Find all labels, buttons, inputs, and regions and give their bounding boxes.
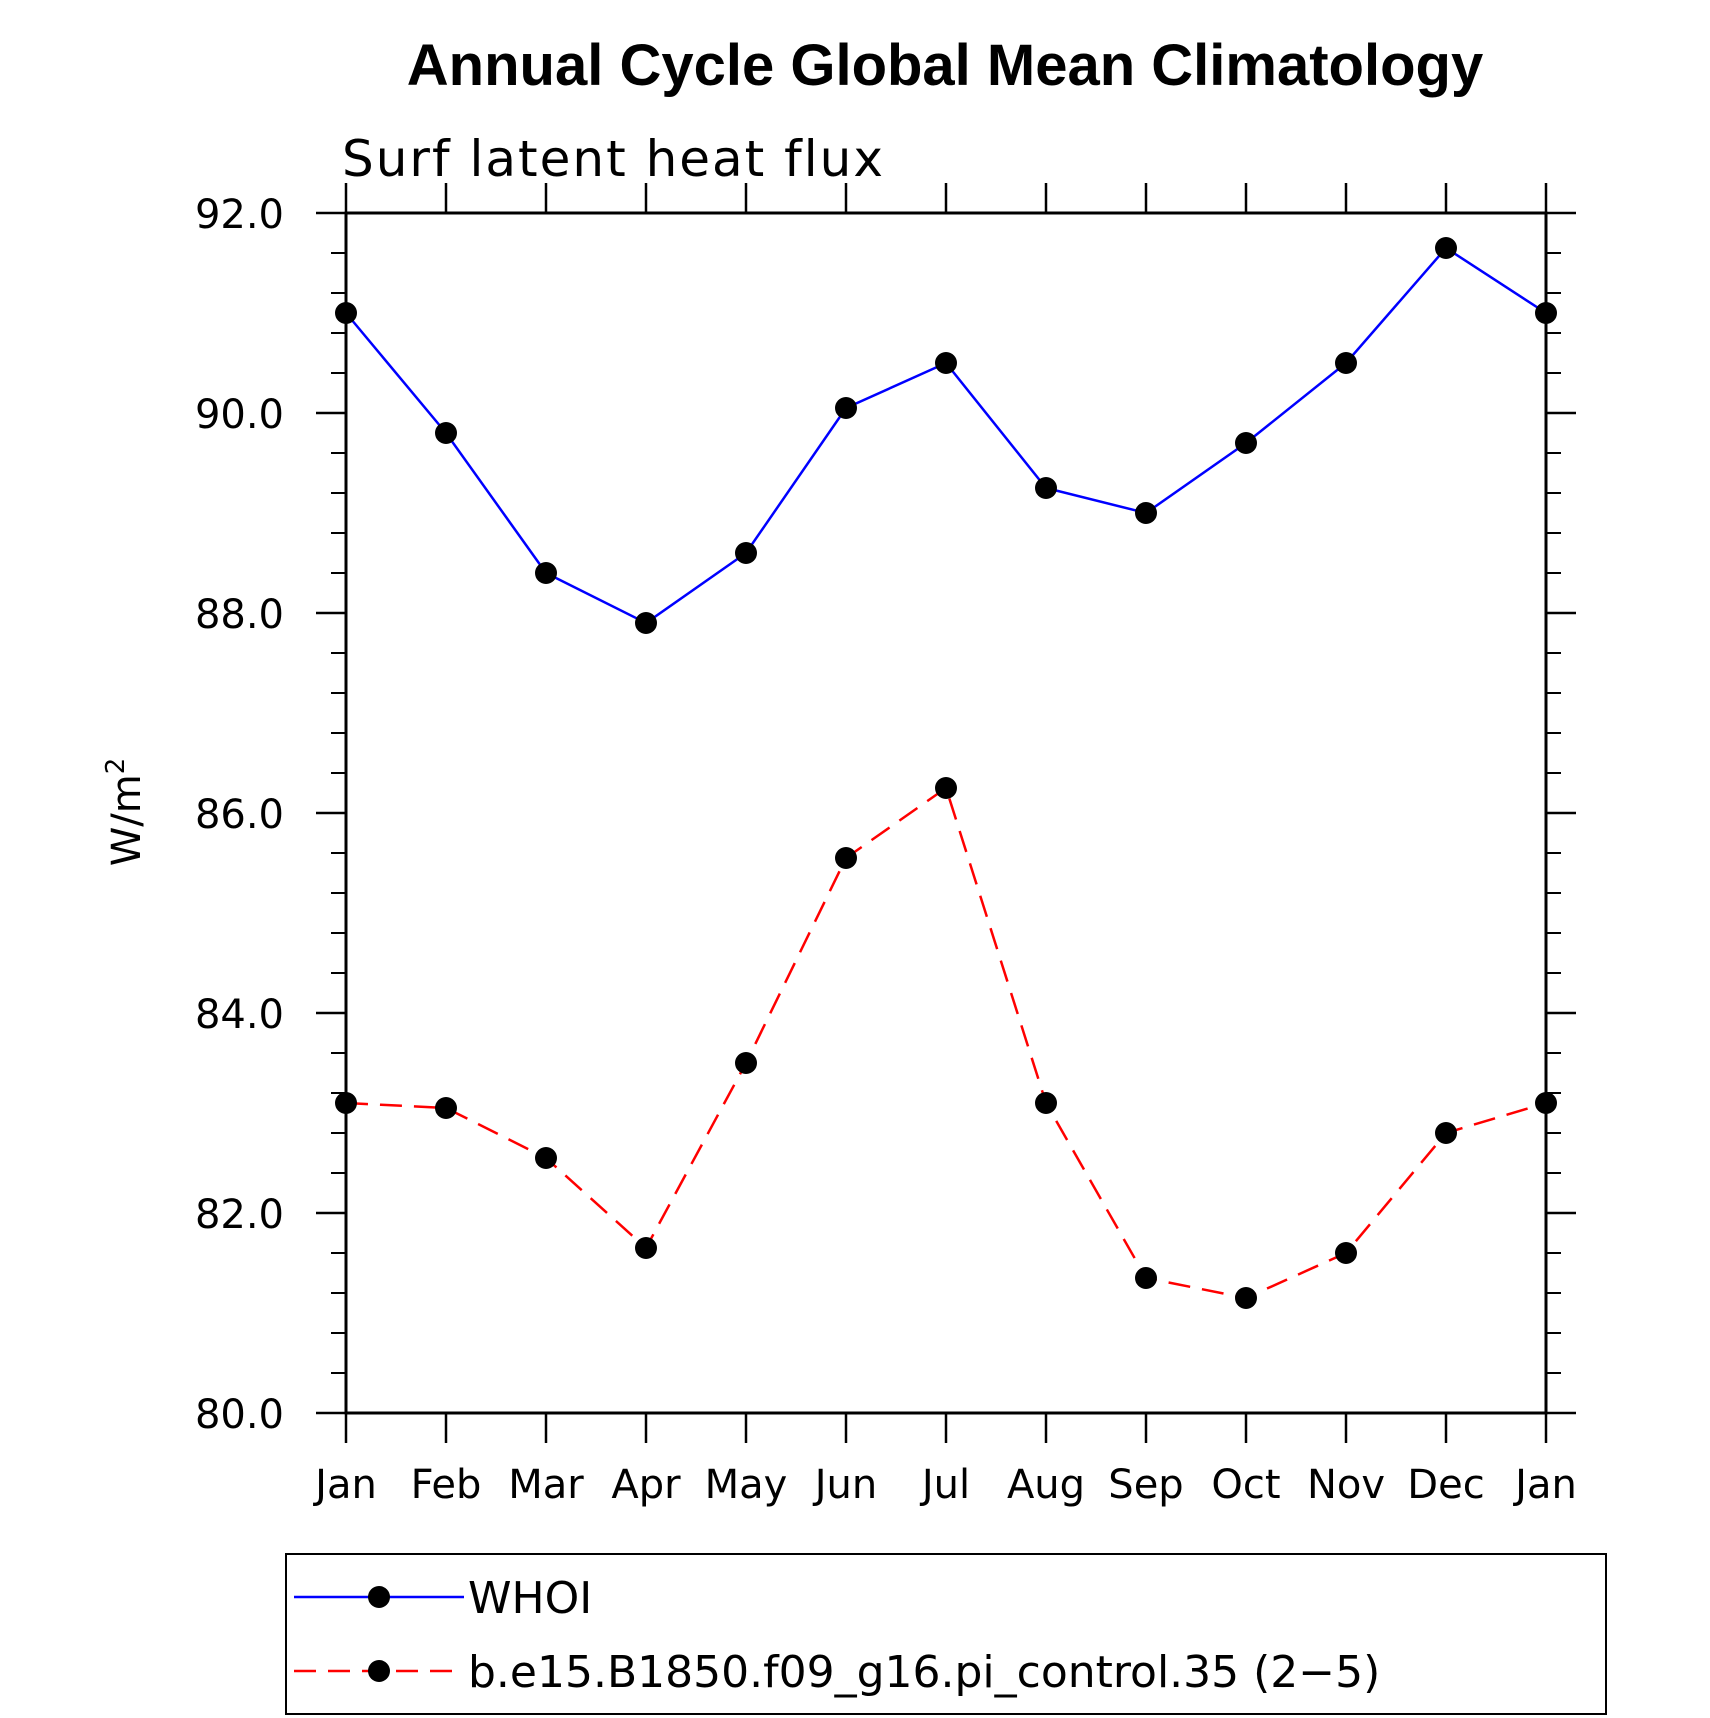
y-tick-labels: 80.0 82.0 84.0 86.0 88.0 90.0 92.0: [195, 192, 284, 1438]
x-tick-labels: Jan Feb Mar Apr May Jun Jul Aug Sep Oct Nov Dec Jan: [312, 1462, 1577, 1508]
y-tick-label: 86.0: [195, 792, 284, 838]
y-tick-label: 92.0: [195, 192, 284, 238]
data-point-1: [1135, 1267, 1157, 1289]
data-point-1: [1235, 1287, 1257, 1309]
series-layer: [335, 237, 1557, 1309]
legend-box: [285, 1553, 1607, 1715]
plot-frame: [344, 211, 1548, 1415]
legend: WHOI b.e15.B1850.f09_g16.pi_control.35 (…: [285, 1553, 1607, 1715]
y-axis-label: W/m2: [101, 758, 150, 867]
data-point-1: [1335, 1242, 1357, 1264]
series-line-0: [345, 246, 1547, 625]
y-tick-label: 80.0: [195, 1392, 284, 1438]
x-tick-label: May: [705, 1462, 788, 1508]
data-point-0: [535, 562, 557, 584]
data-point-1: [735, 1052, 757, 1074]
y-tick-label: 82.0: [195, 1192, 284, 1238]
data-point-0: [935, 352, 957, 374]
x-tick-label: Jan: [312, 1462, 377, 1508]
legend-marker-model: [368, 1660, 390, 1682]
data-point-1: [1035, 1092, 1057, 1114]
x-tick-label: Apr: [611, 1462, 681, 1508]
series-line-1: [345, 786, 1547, 1300]
y-tick-label: 90.0: [195, 392, 284, 438]
x-tick-label: Jun: [812, 1462, 878, 1508]
data-point-0: [1335, 352, 1357, 374]
data-point-0: [1235, 432, 1257, 454]
data-point-0: [1135, 502, 1157, 524]
data-point-0: [1435, 237, 1457, 259]
x-tick-label: Feb: [411, 1462, 482, 1508]
legend-label-model: b.e15.B1850.f09_g16.pi_control.35 (2−5): [468, 1647, 1380, 1698]
x-tick-label: Mar: [508, 1462, 584, 1508]
y-tick-label: 84.0: [195, 992, 284, 1038]
x-tick-label: Jul: [919, 1462, 970, 1508]
legend-label-whoi: WHOI: [468, 1573, 592, 1624]
chart-title: Annual Cycle Global Mean Climatology: [407, 33, 1483, 98]
data-point-1: [535, 1147, 557, 1169]
data-point-0: [835, 397, 857, 419]
data-point-0: [1035, 477, 1057, 499]
data-point-1: [635, 1237, 657, 1259]
data-point-1: [1435, 1122, 1457, 1144]
chart-subtitle: Surf latent heat flux: [342, 130, 885, 188]
axis-ticks: [316, 183, 1576, 1443]
data-point-1: [435, 1097, 457, 1119]
x-tick-label: Dec: [1407, 1462, 1484, 1508]
x-tick-label: Aug: [1007, 1462, 1085, 1508]
x-tick-label: Jan: [1512, 1462, 1577, 1508]
data-point-0: [635, 612, 657, 634]
y-tick-label: 88.0: [195, 592, 284, 638]
legend-marker-whoi: [368, 1586, 390, 1608]
data-point-0: [435, 422, 457, 444]
data-point-1: [935, 777, 957, 799]
data-point-1: [835, 847, 857, 869]
x-tick-label: Oct: [1211, 1462, 1280, 1508]
x-tick-label: Sep: [1108, 1462, 1183, 1508]
x-tick-label: Nov: [1307, 1462, 1385, 1508]
data-point-0: [735, 542, 757, 564]
